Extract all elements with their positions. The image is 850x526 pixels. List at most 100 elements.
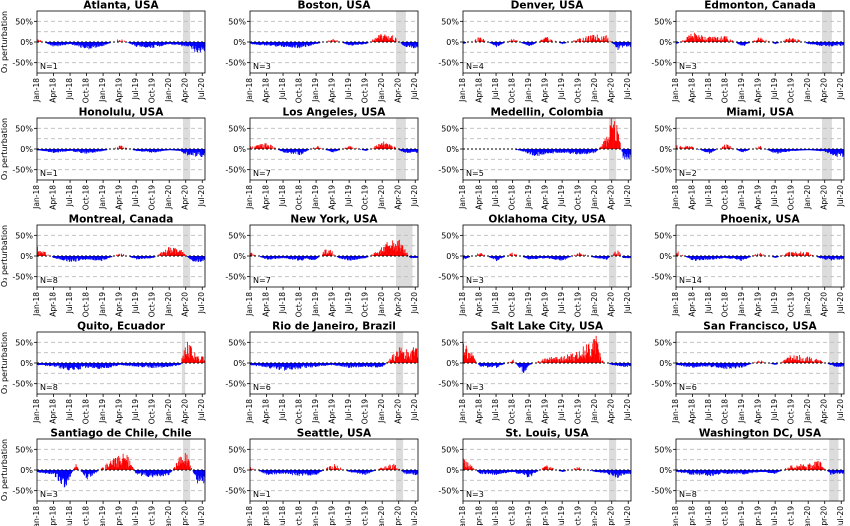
xtick-label: Jul-19 xyxy=(131,292,140,315)
panel-title: Atlanta, USA xyxy=(83,0,159,12)
perturbation-bar xyxy=(44,149,46,151)
perturbation-bar xyxy=(76,363,78,368)
perturbation-bar xyxy=(194,149,196,157)
perturbation-bar xyxy=(772,149,774,153)
perturbation-bar xyxy=(401,352,403,363)
perturbation-bar xyxy=(564,42,566,44)
perturbation-bar xyxy=(56,256,57,259)
perturbation-bar xyxy=(413,42,415,49)
perturbation-bar xyxy=(567,149,569,152)
perturbation-bar xyxy=(345,256,347,260)
perturbation-bar xyxy=(723,36,725,42)
perturbation-bar xyxy=(345,363,347,366)
perturbation-bar xyxy=(89,470,90,474)
perturbation-bar xyxy=(105,149,107,151)
perturbation-bar xyxy=(809,42,811,45)
perturbation-bar xyxy=(158,149,160,152)
perturbation-bar xyxy=(188,356,190,363)
perturbation-bar xyxy=(58,149,60,152)
perturbation-bar xyxy=(822,42,824,45)
perturbation-bar xyxy=(707,363,709,367)
perturbation-bar xyxy=(258,42,260,45)
perturbation-bar xyxy=(791,358,793,363)
perturbation-bar xyxy=(180,463,182,470)
perturbation-bar xyxy=(171,250,173,256)
perturbation-bar xyxy=(300,42,302,48)
perturbation-bar xyxy=(364,149,366,151)
perturbation-bar xyxy=(527,149,529,154)
perturbation-bar xyxy=(391,145,392,149)
perturbation-bar xyxy=(532,149,534,156)
perturbation-bar xyxy=(45,149,47,152)
xtick-label: Apr-19 xyxy=(541,399,550,424)
perturbation-bar xyxy=(581,149,583,154)
perturbation-bar xyxy=(698,256,700,260)
perturbation-bar xyxy=(137,256,139,259)
perturbation-bar xyxy=(329,253,331,256)
perturbation-bar xyxy=(143,149,145,152)
perturbation-bar xyxy=(824,149,826,152)
perturbation-bar xyxy=(283,149,285,153)
perturbation-bar xyxy=(140,256,142,258)
perturbation-bar xyxy=(357,42,359,44)
perturbation-bar xyxy=(91,149,93,152)
perturbation-bar xyxy=(312,470,314,473)
xtick-label: Apr-19 xyxy=(328,185,337,210)
perturbation-bar xyxy=(609,256,611,258)
perturbation-bar xyxy=(82,363,84,367)
perturbation-bar xyxy=(350,256,352,261)
perturbation-bar xyxy=(362,256,363,259)
perturbation-bar xyxy=(193,256,195,262)
perturbation-bar xyxy=(391,246,393,256)
perturbation-bar xyxy=(336,40,338,42)
perturbation-bar xyxy=(373,40,375,42)
perturbation-bar xyxy=(144,470,146,475)
perturbation-bar xyxy=(135,470,137,474)
perturbation-bar xyxy=(95,363,97,368)
perturbation-bar xyxy=(603,256,605,258)
perturbation-bar xyxy=(308,363,310,367)
perturbation-bar xyxy=(104,256,106,260)
perturbation-bar xyxy=(164,42,165,45)
perturbation-bar xyxy=(613,124,614,149)
perturbation-bar xyxy=(195,470,197,474)
perturbation-bar xyxy=(829,363,831,365)
perturbation-bar xyxy=(772,363,774,365)
perturbation-bar xyxy=(299,42,301,49)
perturbation-bar xyxy=(286,149,288,154)
perturbation-bar xyxy=(142,256,144,259)
perturbation-bar xyxy=(569,149,571,154)
perturbation-bar xyxy=(52,363,54,366)
perturbation-bar xyxy=(835,42,837,46)
perturbation-bar xyxy=(404,149,406,152)
perturbation-bar xyxy=(90,149,92,153)
perturbation-bar xyxy=(304,363,306,366)
perturbation-bar xyxy=(586,149,588,154)
perturbation-bar xyxy=(415,42,417,48)
perturbation-bar xyxy=(818,42,820,46)
perturbation-bar xyxy=(827,42,829,45)
perturbation-bar xyxy=(290,256,292,259)
perturbation-bar xyxy=(694,40,696,42)
perturbation-bar xyxy=(626,42,628,47)
perturbation-bar xyxy=(509,253,511,256)
perturbation-bar xyxy=(293,470,295,474)
perturbation-bar xyxy=(266,42,268,45)
perturbation-bar xyxy=(323,253,325,256)
perturbation-bar xyxy=(90,470,92,476)
perturbation-bar xyxy=(98,363,99,369)
perturbation-bar xyxy=(250,467,251,470)
perturbation-bar xyxy=(322,470,324,472)
perturbation-bar xyxy=(349,470,350,472)
perturbation-bar xyxy=(598,352,600,363)
perturbation-bar xyxy=(790,149,792,151)
perturbation-bar xyxy=(550,256,552,258)
xtick-label: Jan-20 xyxy=(590,292,599,317)
ytick-label: 0% xyxy=(659,38,672,47)
perturbation-bar xyxy=(336,149,338,151)
perturbation-bar xyxy=(592,35,594,42)
perturbation-bar xyxy=(351,42,353,46)
perturbation-bar xyxy=(147,363,149,366)
perturbation-bar xyxy=(737,256,739,259)
perturbation-bar xyxy=(71,363,73,368)
